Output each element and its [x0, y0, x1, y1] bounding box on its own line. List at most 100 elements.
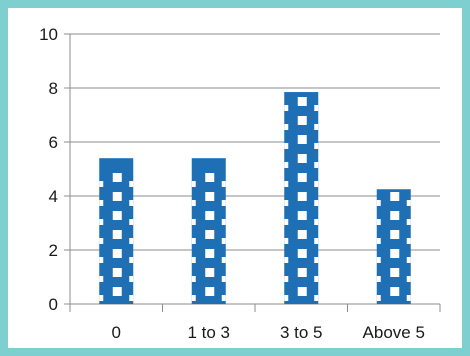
bar-pattern-hole	[112, 249, 122, 258]
y-tick-label: 2	[49, 241, 58, 260]
bar-pattern-notch	[314, 257, 319, 263]
y-tick-label: 4	[49, 187, 58, 206]
y-tick-label: 8	[49, 79, 58, 98]
bar-pattern-notch	[99, 276, 104, 282]
bar-pattern-hole	[297, 268, 307, 277]
bar-pattern-hole	[297, 192, 307, 201]
bar-pattern-notch	[129, 257, 134, 263]
bar-pattern-notch	[314, 295, 319, 301]
bar-pattern-hole	[205, 249, 215, 258]
bar-pattern-hole	[390, 230, 400, 239]
bar-pattern-notch	[314, 143, 319, 149]
bar-pattern-hole	[297, 154, 307, 163]
bar-pattern-hole	[112, 173, 122, 182]
bar-pattern-hole	[390, 268, 400, 277]
bar-pattern-notch	[221, 200, 226, 206]
bar-pattern-hole	[112, 230, 122, 239]
bar-pattern-notch	[191, 257, 196, 263]
bar-pattern-notch	[284, 257, 289, 263]
bar-pattern-hole	[390, 287, 400, 296]
bar-pattern-notch	[221, 257, 226, 263]
bar-pattern-notch	[129, 200, 134, 206]
bar-pattern-notch	[129, 295, 134, 301]
x-tick-label: 3 to 5	[280, 323, 323, 342]
x-tick-label: 1 to 3	[187, 323, 230, 342]
bar-pattern-notch	[376, 200, 381, 206]
bar-pattern-notch	[284, 238, 289, 244]
bar	[376, 189, 411, 304]
bar-pattern-hole	[297, 116, 307, 125]
y-tick-label: 10	[39, 25, 58, 44]
bar	[284, 92, 319, 304]
bar	[191, 158, 226, 304]
bar-pattern-notch	[99, 181, 104, 187]
bar-pattern-notch	[99, 238, 104, 244]
bar-pattern-hole	[112, 287, 122, 296]
bar-pattern-notch	[406, 238, 411, 244]
bar-pattern-hole	[297, 211, 307, 220]
bar	[99, 158, 134, 304]
bar-pattern-hole	[205, 173, 215, 182]
bar-pattern-hole	[390, 192, 400, 201]
bar-pattern-hole	[297, 135, 307, 144]
bar-pattern-notch	[314, 124, 319, 130]
bar-pattern-notch	[191, 181, 196, 187]
bar-pattern-notch	[314, 162, 319, 168]
bar-pattern-hole	[297, 97, 307, 106]
bar-pattern-hole	[390, 249, 400, 258]
bar-pattern-notch	[406, 219, 411, 225]
bar-pattern-notch	[221, 276, 226, 282]
bar-pattern-hole	[205, 268, 215, 277]
bar-pattern-notch	[191, 295, 196, 301]
bar-pattern-hole	[297, 173, 307, 182]
bar-pattern-notch	[314, 181, 319, 187]
bar-pattern-notch	[406, 200, 411, 206]
x-tick-label: 0	[112, 323, 121, 342]
bar-pattern-hole	[205, 192, 215, 201]
bar-pattern-notch	[129, 219, 134, 225]
bar-pattern-notch	[284, 105, 289, 111]
bar-pattern-hole	[112, 192, 122, 201]
bar-pattern-notch	[191, 276, 196, 282]
bar-pattern-notch	[284, 181, 289, 187]
bar-pattern-notch	[99, 219, 104, 225]
bar-pattern-notch	[284, 162, 289, 168]
bar-pattern-notch	[284, 200, 289, 206]
bar-pattern-notch	[314, 105, 319, 111]
bar-pattern-notch	[284, 276, 289, 282]
bar-pattern-notch	[314, 276, 319, 282]
bar-pattern-notch	[314, 200, 319, 206]
y-tick-label: 0	[49, 295, 58, 314]
bar-pattern-hole	[297, 249, 307, 258]
bar-pattern-notch	[406, 257, 411, 263]
bar-pattern-hole	[112, 211, 122, 220]
bar-pattern-notch	[191, 219, 196, 225]
bar-pattern-hole	[205, 230, 215, 239]
bar-pattern-notch	[406, 295, 411, 301]
bar-pattern-hole	[205, 211, 215, 220]
bar-pattern-notch	[129, 181, 134, 187]
bar-pattern-notch	[284, 295, 289, 301]
bar-pattern-hole	[112, 268, 122, 277]
bar-pattern-notch	[191, 238, 196, 244]
bar-pattern-notch	[376, 257, 381, 263]
bar-pattern-notch	[99, 257, 104, 263]
bar-pattern-notch	[376, 276, 381, 282]
bar-pattern-notch	[129, 238, 134, 244]
y-tick-label: 6	[49, 133, 58, 152]
bar-pattern-notch	[221, 295, 226, 301]
bar-pattern-notch	[99, 200, 104, 206]
bar-pattern-notch	[221, 181, 226, 187]
bar-pattern-notch	[284, 219, 289, 225]
x-tick-label: Above 5	[363, 323, 425, 342]
bar-pattern-notch	[129, 276, 134, 282]
bar-pattern-notch	[406, 276, 411, 282]
bar-pattern-hole	[297, 230, 307, 239]
bars	[99, 92, 411, 304]
bar-pattern-hole	[297, 287, 307, 296]
bar-pattern-notch	[376, 295, 381, 301]
bar-pattern-notch	[221, 219, 226, 225]
bar-pattern-notch	[376, 238, 381, 244]
bar-pattern-notch	[376, 219, 381, 225]
